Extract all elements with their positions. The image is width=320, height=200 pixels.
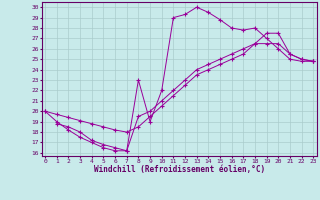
X-axis label: Windchill (Refroidissement éolien,°C): Windchill (Refroidissement éolien,°C) — [94, 165, 265, 174]
